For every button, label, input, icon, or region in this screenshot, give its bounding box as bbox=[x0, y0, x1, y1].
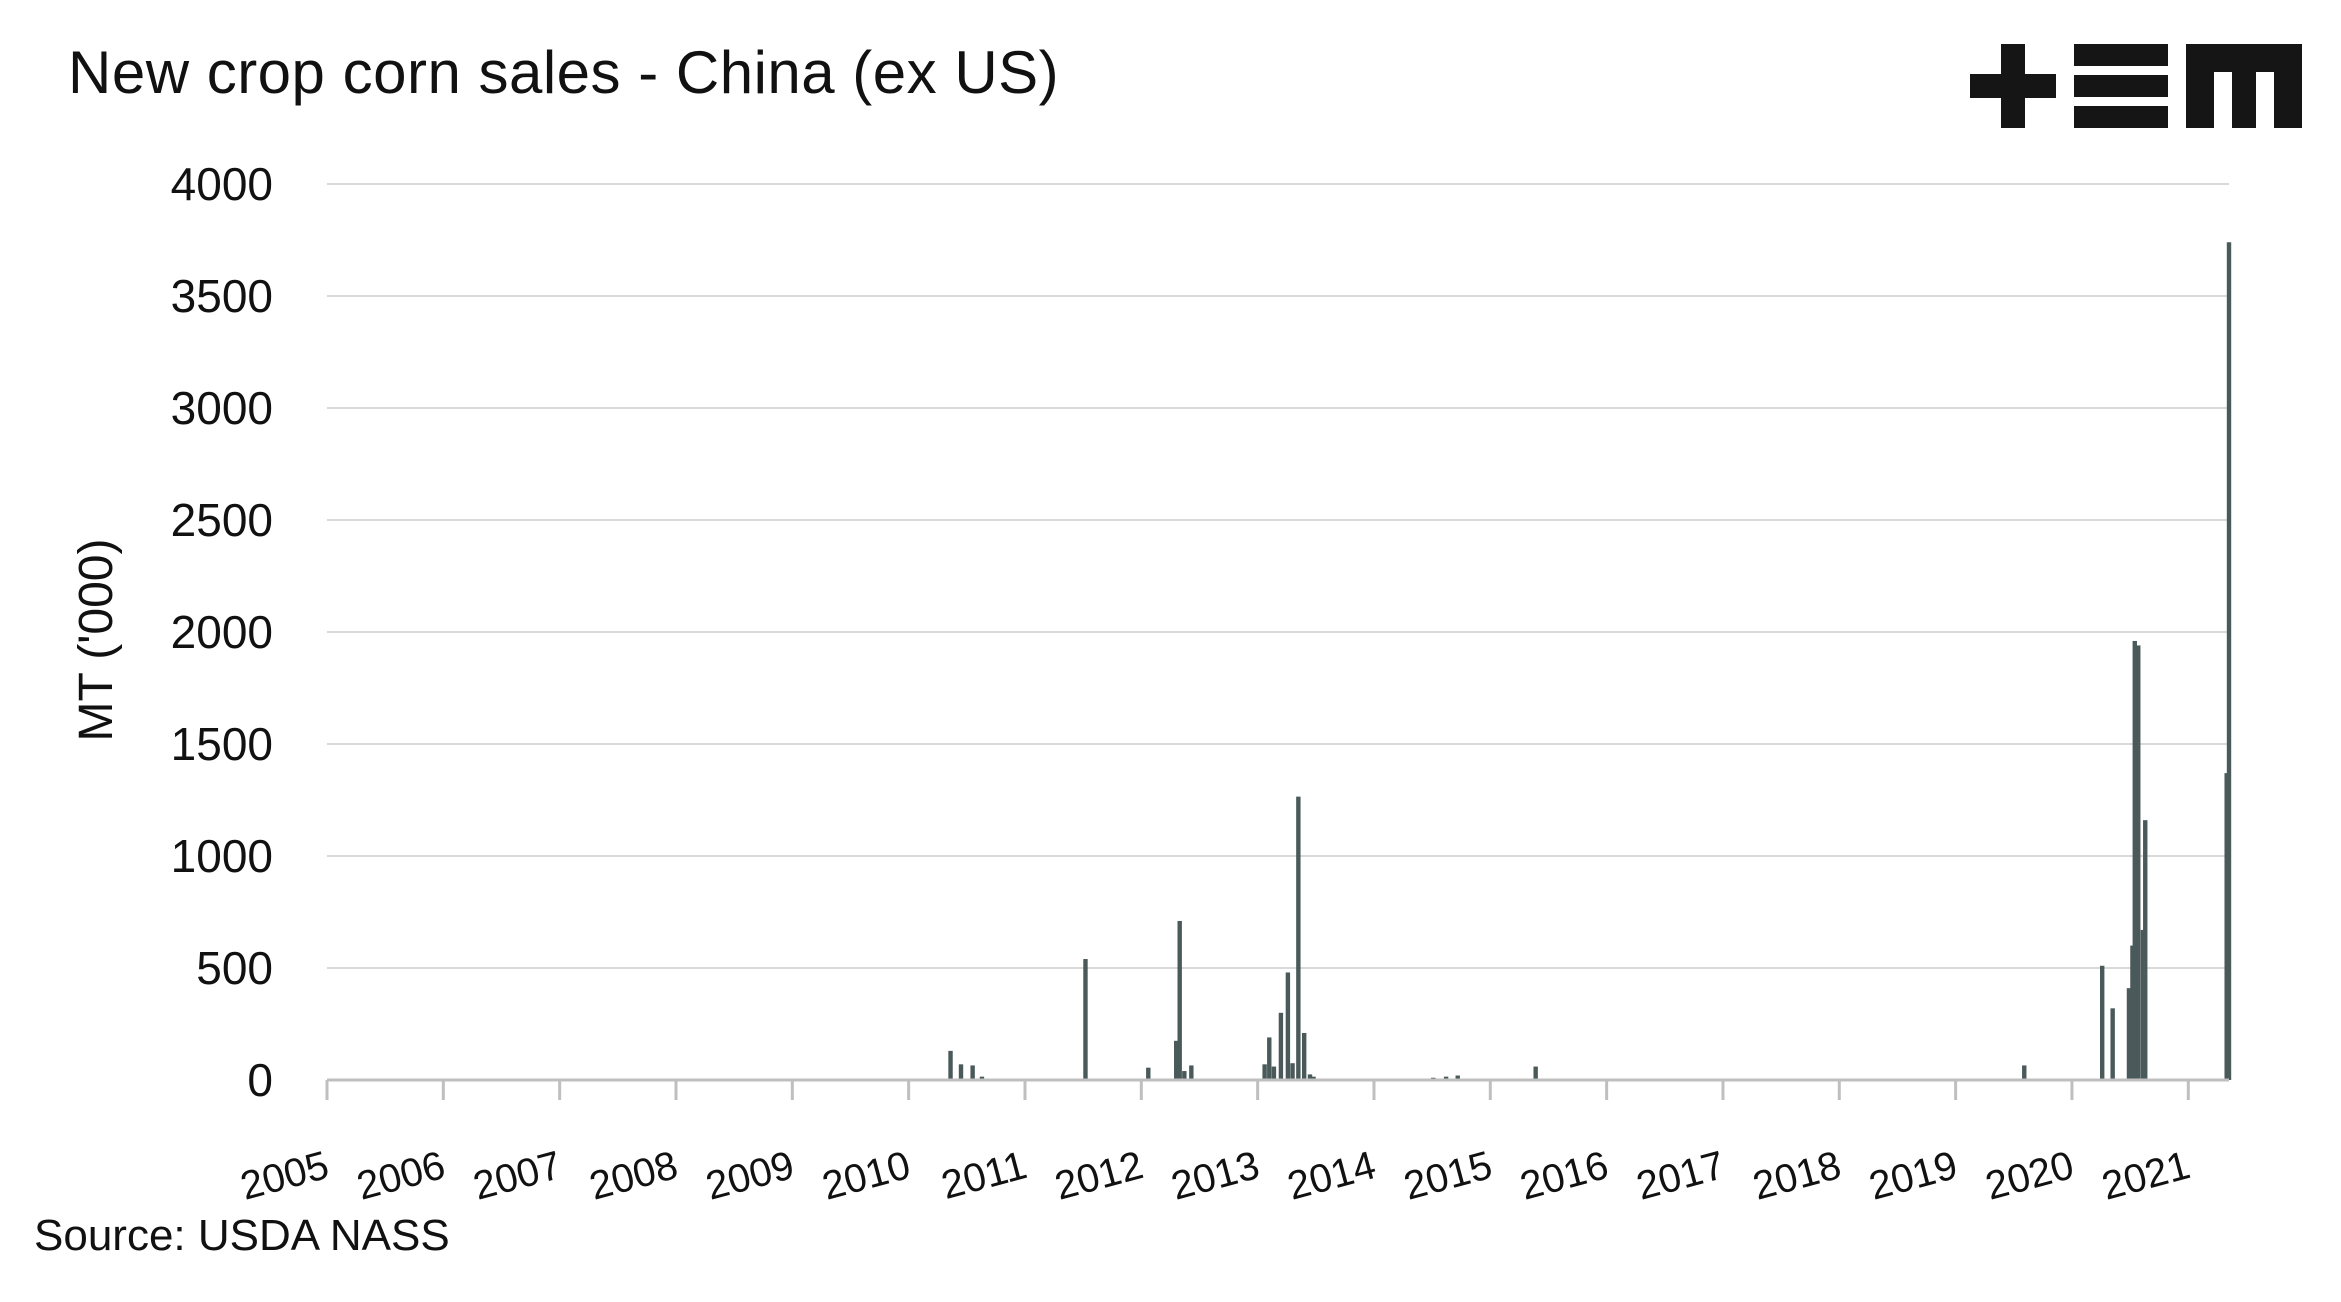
x-tick-label: 2007 bbox=[469, 1143, 566, 1209]
y-tick-label: 3500 bbox=[171, 270, 273, 322]
x-tick-label: 2013 bbox=[1167, 1143, 1264, 1209]
data-bar bbox=[948, 1050, 953, 1080]
source-note: Source: USDA NASS bbox=[34, 1211, 450, 1260]
data-bar bbox=[1455, 1075, 1460, 1080]
logo-e-bottom bbox=[2074, 106, 2168, 128]
gridlines bbox=[327, 183, 2229, 969]
data-bar bbox=[1296, 796, 1301, 1080]
x-tick-label: 2011 bbox=[937, 1143, 1031, 1208]
x-tick-label: 2010 bbox=[818, 1143, 915, 1209]
data-bar bbox=[1271, 1066, 1277, 1080]
x-axis bbox=[325, 1078, 2229, 1100]
x-tick-label: 2019 bbox=[1865, 1143, 1962, 1209]
data-bar bbox=[979, 1076, 985, 1080]
data-bar bbox=[2100, 965, 2105, 1080]
data-bar bbox=[1182, 1071, 1187, 1080]
x-tick-label: 2012 bbox=[1050, 1143, 1147, 1209]
data-bar bbox=[1290, 1063, 1295, 1080]
x-tick-label: 2008 bbox=[585, 1143, 682, 1209]
y-tick-label: 1500 bbox=[171, 718, 273, 770]
x-tick-label: 2018 bbox=[1748, 1143, 1845, 1209]
data-bar bbox=[1533, 1066, 1538, 1080]
data-bar bbox=[1262, 1064, 1267, 1080]
data-bar bbox=[958, 1064, 964, 1080]
data-bar bbox=[1311, 1076, 1316, 1080]
y-tick-label: 2500 bbox=[171, 494, 273, 546]
brand-logo-mark bbox=[1970, 44, 2302, 128]
y-tick-label: 1000 bbox=[171, 830, 273, 882]
data-bar bbox=[1083, 959, 1088, 1080]
y-tick-label: 3000 bbox=[171, 382, 273, 434]
data-bar bbox=[1278, 1012, 1284, 1080]
data-bar bbox=[2132, 640, 2137, 1080]
x-tick-label: 2020 bbox=[1981, 1143, 2078, 1209]
data-bar bbox=[1267, 1037, 1272, 1080]
x-tick-label: 2006 bbox=[352, 1143, 449, 1209]
data-bar bbox=[2126, 988, 2132, 1080]
data-bar bbox=[2130, 945, 2135, 1080]
chart-title: New crop corn sales - China (ex US) bbox=[68, 39, 1060, 106]
y-tick-label: 0 bbox=[247, 1054, 273, 1106]
data-bar bbox=[1177, 920, 1182, 1080]
data-bar bbox=[2136, 645, 2141, 1080]
y-tick-labels: 0 500 1000 1500 2000 2500 3000 3500 4000 bbox=[171, 158, 273, 1106]
x-tick-label: 2016 bbox=[1516, 1143, 1613, 1209]
data-bar bbox=[970, 1065, 975, 1080]
x-tick-labels: 2005 2006 2007 2008 2009 2010 2011 2012 2013 2014… bbox=[236, 1143, 2195, 1209]
brand-logo bbox=[1970, 44, 2302, 128]
data-bar bbox=[1189, 1065, 1194, 1080]
y-tick-label: 2000 bbox=[171, 606, 273, 658]
data-bar bbox=[1443, 1076, 1449, 1080]
data-bar bbox=[1174, 1040, 1179, 1080]
data-bar bbox=[1301, 1032, 1307, 1080]
y-tick-label: 500 bbox=[196, 942, 273, 994]
x-tick-label: 2021 bbox=[2097, 1143, 2194, 1209]
data-bar bbox=[2110, 1008, 2115, 1080]
data-bars bbox=[948, 242, 2232, 1081]
x-tick-label: 2014 bbox=[1283, 1143, 1380, 1209]
data-bar bbox=[1285, 972, 1291, 1080]
data-bar bbox=[2143, 820, 2148, 1080]
data-bar bbox=[1146, 1067, 1151, 1080]
y-axis-label: MT ('000) bbox=[70, 539, 123, 742]
logo-m-shape bbox=[2186, 44, 2302, 128]
x-tick-label: 2015 bbox=[1399, 1143, 1496, 1209]
data-bar bbox=[2224, 773, 2229, 1080]
data-bar bbox=[2226, 242, 2232, 1081]
logo-plus-vertical bbox=[2001, 44, 2025, 128]
x-tick-label: 2009 bbox=[701, 1143, 798, 1209]
logo-e-top bbox=[2074, 44, 2168, 66]
data-bar bbox=[1307, 1074, 1313, 1080]
data-bar bbox=[2140, 929, 2146, 1080]
y-tick-label: 4000 bbox=[171, 158, 273, 210]
x-tick-label: 2017 bbox=[1632, 1143, 1729, 1209]
x-tick-label: 2005 bbox=[236, 1143, 333, 1209]
logo-e-middle bbox=[2074, 75, 2168, 97]
data-bar bbox=[2022, 1065, 2027, 1080]
